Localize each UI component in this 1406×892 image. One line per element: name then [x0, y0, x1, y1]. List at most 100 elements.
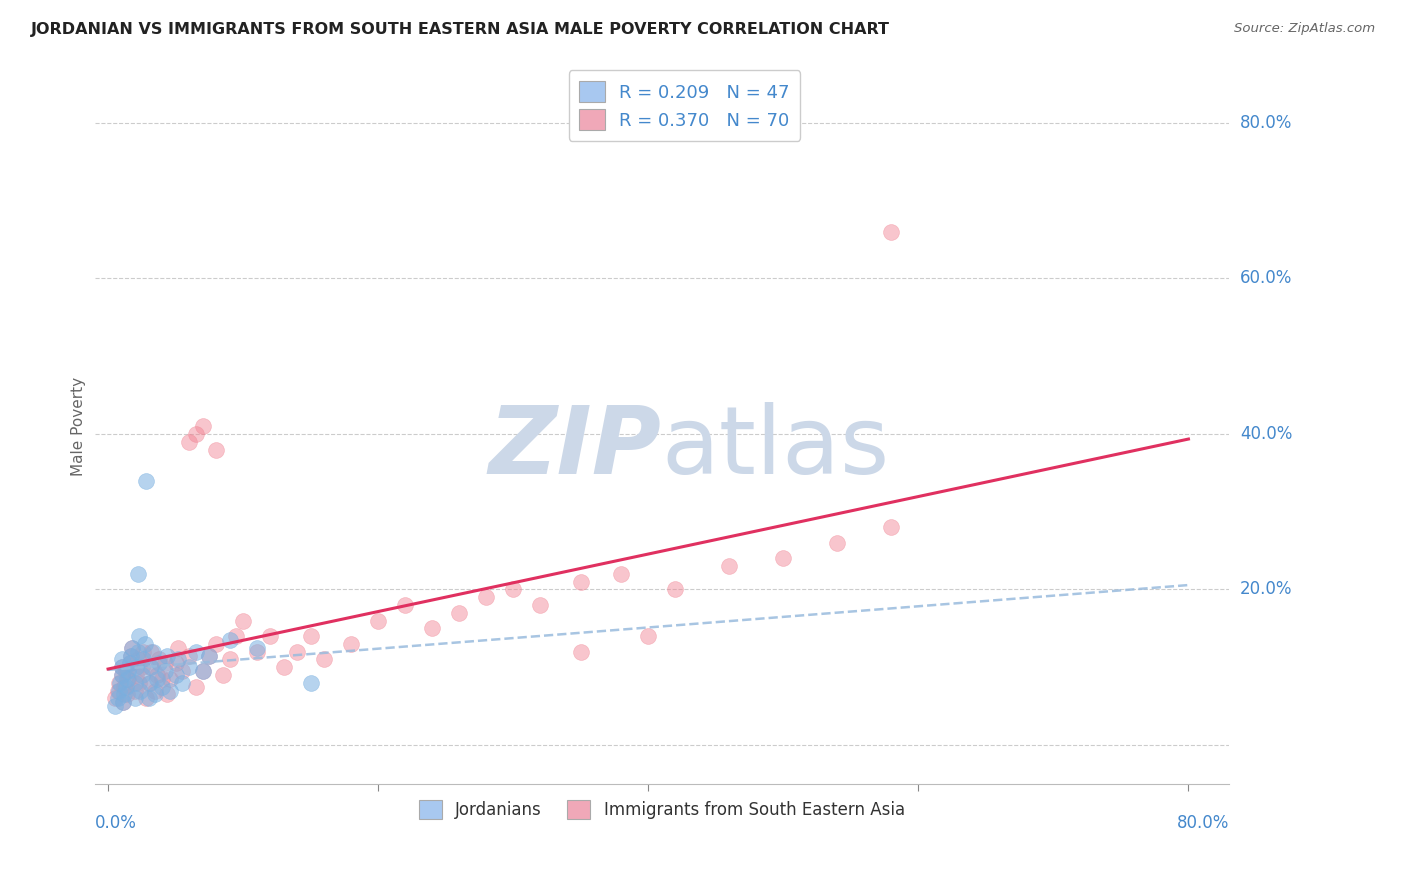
Point	[104, 699, 127, 714]
Point	[111, 695, 134, 709]
Point	[128, 629, 150, 643]
Point	[115, 688, 138, 702]
Point	[124, 691, 146, 706]
Point	[449, 606, 471, 620]
Text: 60.0%: 60.0%	[1240, 269, 1292, 287]
Point	[827, 536, 849, 550]
Text: 0.0%: 0.0%	[94, 814, 136, 832]
Point	[569, 574, 592, 589]
Point	[125, 668, 148, 682]
Point	[165, 657, 187, 671]
Point	[138, 691, 160, 706]
Point	[110, 675, 132, 690]
Point	[153, 664, 176, 678]
Point	[145, 668, 167, 682]
Text: 80.0%: 80.0%	[1240, 114, 1292, 132]
Point	[165, 668, 187, 682]
Point	[110, 660, 132, 674]
Point	[110, 652, 132, 666]
Point	[121, 640, 143, 655]
Y-axis label: Male Poverty: Male Poverty	[72, 376, 86, 475]
Point	[420, 621, 443, 635]
Point	[394, 598, 416, 612]
Point	[110, 660, 132, 674]
Point	[259, 629, 281, 643]
Point	[112, 680, 135, 694]
Point	[637, 629, 659, 643]
Point	[117, 672, 139, 686]
Point	[150, 672, 173, 686]
Point	[129, 683, 152, 698]
Point	[218, 632, 240, 647]
Text: 20.0%: 20.0%	[1240, 581, 1292, 599]
Point	[299, 629, 322, 643]
Point	[285, 645, 308, 659]
Point	[475, 591, 498, 605]
Text: Source: ZipAtlas.com: Source: ZipAtlas.com	[1234, 22, 1375, 36]
Point	[107, 683, 129, 698]
Point	[125, 660, 148, 674]
Point	[111, 695, 134, 709]
Point	[148, 652, 170, 666]
Point	[131, 668, 153, 682]
Point	[134, 637, 156, 651]
Text: ZIP: ZIP	[489, 401, 662, 493]
Point	[141, 660, 163, 674]
Point	[159, 683, 181, 698]
Point	[124, 683, 146, 698]
Point	[772, 551, 794, 566]
Point	[198, 648, 221, 663]
Point	[184, 680, 207, 694]
Point	[127, 645, 149, 659]
Point	[191, 664, 214, 678]
Point	[110, 668, 132, 682]
Point	[138, 675, 160, 690]
Text: JORDANIAN VS IMMIGRANTS FROM SOUTH EASTERN ASIA MALE POVERTY CORRELATION CHART: JORDANIAN VS IMMIGRANTS FROM SOUTH EASTE…	[31, 22, 890, 37]
Point	[108, 675, 131, 690]
Point	[145, 672, 167, 686]
Point	[177, 434, 200, 449]
Legend: Jordanians, Immigrants from South Eastern Asia: Jordanians, Immigrants from South Easter…	[412, 793, 911, 826]
Point	[128, 675, 150, 690]
Point	[205, 442, 228, 457]
Point	[132, 652, 155, 666]
Point	[143, 688, 166, 702]
Point	[118, 657, 141, 671]
Point	[121, 640, 143, 655]
Point	[112, 688, 135, 702]
Point	[273, 660, 295, 674]
Point	[159, 672, 181, 686]
Point	[107, 691, 129, 706]
Point	[191, 419, 214, 434]
Point	[367, 614, 389, 628]
Point	[141, 645, 163, 659]
Text: atlas: atlas	[662, 401, 890, 493]
Point	[135, 474, 157, 488]
Point	[205, 637, 228, 651]
Point	[139, 660, 162, 674]
Point	[132, 645, 155, 659]
Point	[131, 660, 153, 674]
Point	[120, 648, 142, 663]
Point	[142, 645, 165, 659]
Point	[218, 652, 240, 666]
Point	[124, 675, 146, 690]
Point	[153, 657, 176, 671]
Point	[198, 648, 221, 663]
Point	[156, 688, 179, 702]
Point	[120, 648, 142, 663]
Point	[108, 683, 131, 698]
Point	[177, 660, 200, 674]
Point	[610, 566, 633, 581]
Point	[104, 691, 127, 706]
Point	[118, 657, 141, 671]
Text: 40.0%: 40.0%	[1240, 425, 1292, 443]
Point	[167, 652, 190, 666]
Point	[664, 582, 686, 597]
Point	[156, 648, 179, 663]
Point	[184, 645, 207, 659]
Point	[880, 225, 903, 239]
Text: 80.0%: 80.0%	[1177, 814, 1229, 832]
Point	[340, 637, 363, 651]
Point	[114, 680, 136, 694]
